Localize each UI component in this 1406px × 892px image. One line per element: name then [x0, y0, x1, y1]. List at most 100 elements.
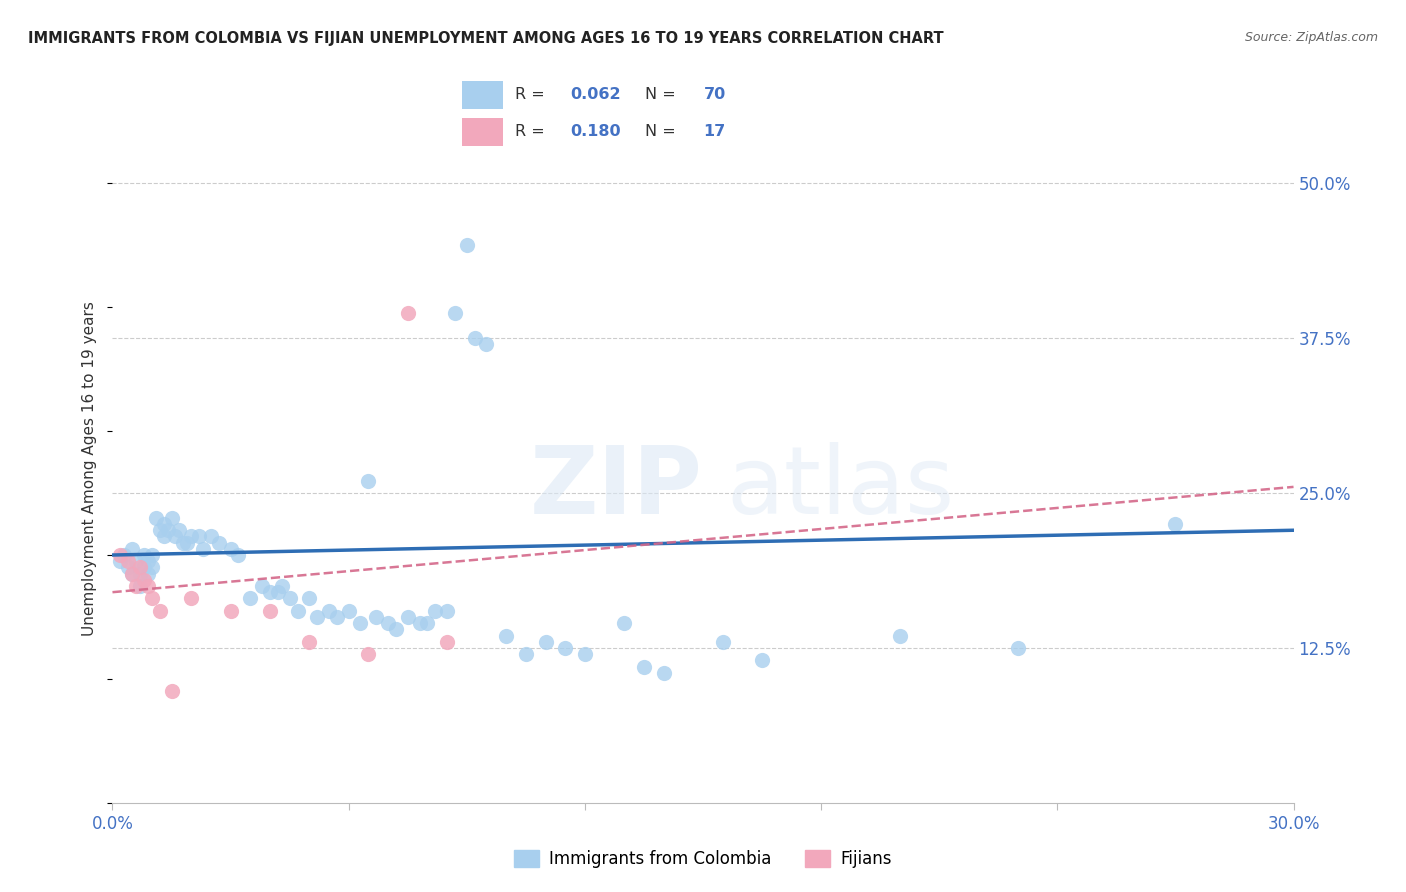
Point: [152, 517, 174, 532]
Point: [416, 616, 439, 631]
Point: [495, 629, 517, 643]
Point: [326, 610, 349, 624]
Text: ZIP: ZIP: [530, 442, 703, 534]
Text: Source: ZipAtlas.com: Source: ZipAtlas.com: [1244, 31, 1378, 45]
Point: [180, 591, 202, 606]
Point: [121, 541, 143, 556]
Point: [475, 337, 498, 351]
Point: [149, 604, 172, 618]
Point: [169, 523, 191, 537]
Point: [307, 610, 329, 624]
Point: [751, 653, 773, 667]
Point: [613, 616, 636, 631]
Point: [129, 579, 152, 593]
Text: R =: R =: [515, 87, 550, 103]
Point: [200, 529, 222, 543]
Point: [250, 579, 273, 593]
Point: [160, 684, 183, 698]
Point: [239, 591, 262, 606]
Point: [385, 623, 408, 637]
Text: atlas: atlas: [727, 442, 955, 534]
Point: [110, 548, 132, 562]
Text: 0.062: 0.062: [571, 87, 621, 103]
Point: [176, 535, 198, 549]
Y-axis label: Unemployment Among Ages 16 to 19 years: Unemployment Among Ages 16 to 19 years: [82, 301, 97, 636]
Point: [117, 554, 139, 568]
Point: [711, 634, 734, 648]
Point: [145, 511, 167, 525]
Point: [1164, 517, 1187, 532]
Text: N =: N =: [645, 87, 681, 103]
Point: [456, 238, 478, 252]
Bar: [463, 80, 502, 109]
Point: [318, 604, 340, 618]
Point: [121, 566, 143, 581]
Point: [278, 591, 301, 606]
Point: [436, 634, 458, 648]
Point: [408, 616, 430, 631]
Point: [188, 529, 211, 543]
Point: [287, 604, 309, 618]
Point: [366, 610, 388, 624]
Text: 70: 70: [703, 87, 725, 103]
Point: [132, 573, 155, 587]
Point: [141, 548, 163, 562]
Point: [357, 474, 380, 488]
Point: [259, 604, 281, 618]
Point: [436, 604, 458, 618]
Point: [125, 579, 148, 593]
Point: [259, 585, 281, 599]
Point: [228, 548, 250, 562]
Point: [574, 647, 596, 661]
Text: 17: 17: [703, 125, 725, 139]
Point: [464, 331, 486, 345]
Point: [298, 591, 321, 606]
Point: [515, 647, 537, 661]
Point: [180, 529, 202, 543]
Point: [889, 629, 911, 643]
Point: [357, 647, 380, 661]
Point: [534, 634, 557, 648]
Point: [270, 579, 292, 593]
Point: [554, 640, 576, 655]
Bar: [463, 118, 502, 146]
Point: [219, 604, 242, 618]
Point: [149, 523, 172, 537]
Point: [136, 579, 159, 593]
Point: [136, 554, 159, 568]
Point: [152, 529, 174, 543]
Point: [652, 665, 675, 680]
Point: [141, 560, 163, 574]
Point: [160, 511, 183, 525]
Point: [136, 566, 159, 581]
Point: [1007, 640, 1029, 655]
Text: R =: R =: [515, 125, 550, 139]
Point: [298, 634, 321, 648]
Point: [112, 548, 135, 562]
Point: [129, 560, 152, 574]
Legend: Immigrants from Colombia, Fijians: Immigrants from Colombia, Fijians: [508, 843, 898, 875]
Point: [191, 541, 214, 556]
Point: [219, 541, 242, 556]
Text: N =: N =: [645, 125, 681, 139]
Text: 0.180: 0.180: [571, 125, 621, 139]
Point: [125, 554, 148, 568]
Point: [117, 560, 139, 574]
Point: [396, 306, 419, 320]
Point: [132, 560, 155, 574]
Text: IMMIGRANTS FROM COLOMBIA VS FIJIAN UNEMPLOYMENT AMONG AGES 16 TO 19 YEARS CORREL: IMMIGRANTS FROM COLOMBIA VS FIJIAN UNEMP…: [28, 31, 943, 46]
Point: [156, 523, 179, 537]
Point: [208, 535, 231, 549]
Point: [132, 548, 155, 562]
Point: [172, 535, 194, 549]
Point: [377, 616, 399, 631]
Point: [110, 554, 132, 568]
Point: [141, 591, 163, 606]
Point: [267, 585, 290, 599]
Point: [396, 610, 419, 624]
Point: [633, 659, 655, 673]
Point: [129, 566, 152, 581]
Point: [121, 566, 143, 581]
Point: [444, 306, 467, 320]
Point: [337, 604, 360, 618]
